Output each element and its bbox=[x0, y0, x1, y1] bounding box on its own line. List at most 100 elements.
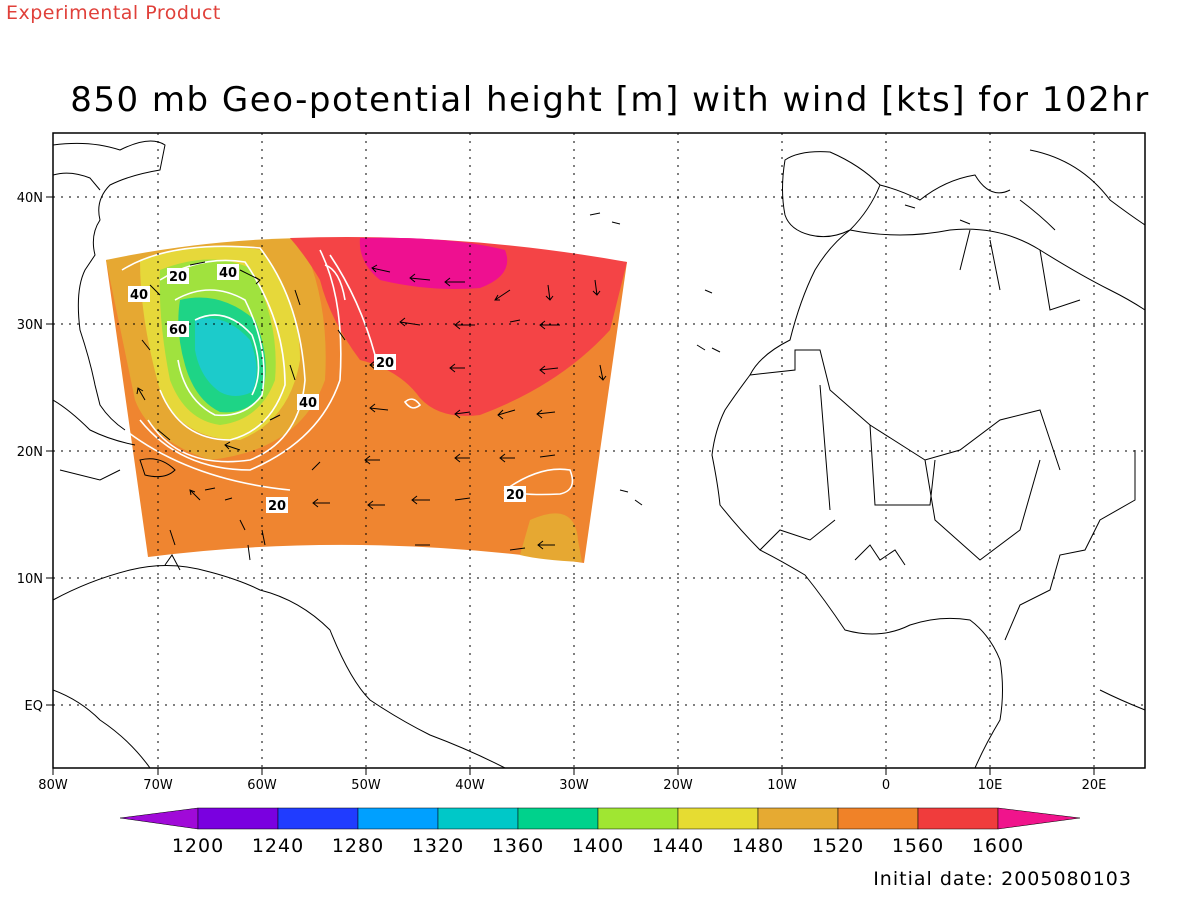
lat-tick-label: EQ bbox=[25, 699, 43, 714]
wind-arrow bbox=[454, 453, 470, 463]
wind-arrow bbox=[536, 409, 556, 419]
wind-arrow bbox=[539, 365, 559, 375]
wind-arrow bbox=[497, 409, 516, 420]
lat-tick-label: 20N bbox=[17, 445, 43, 460]
wind-arrow bbox=[141, 339, 151, 351]
wind-arrow bbox=[411, 495, 430, 505]
graticule bbox=[53, 133, 1145, 768]
experimental-product-label: Experimental Product bbox=[6, 2, 221, 24]
contour-label: 60 bbox=[169, 323, 187, 338]
contour-label: 20 bbox=[506, 488, 524, 503]
contour-label: 20 bbox=[169, 270, 187, 285]
colorbar-label: 1480 bbox=[732, 835, 784, 857]
wind-arrow bbox=[509, 547, 526, 551]
wind-arrow bbox=[371, 264, 391, 273]
colorbar-label: 1280 bbox=[332, 835, 384, 857]
colorbar-segment bbox=[677, 807, 759, 830]
wind-arrow bbox=[369, 403, 389, 413]
colorbar-label: 1200 bbox=[172, 835, 224, 857]
wind-arrow bbox=[537, 540, 555, 550]
wind-arrow bbox=[494, 289, 511, 301]
colorbar-segment bbox=[917, 807, 999, 830]
contour-label: 20 bbox=[376, 356, 394, 371]
colorbar-label: 1400 bbox=[572, 835, 624, 857]
wind-arrow bbox=[454, 497, 471, 501]
contour-label: 40 bbox=[299, 396, 317, 411]
coastlines bbox=[53, 140, 1145, 768]
wind-arrow bbox=[499, 453, 515, 463]
height-region-1600-plus bbox=[359, 237, 508, 289]
colorbar-label: 1360 bbox=[492, 835, 544, 857]
colorbar-segment bbox=[757, 807, 839, 830]
wind-arrow bbox=[367, 500, 385, 510]
wind-arrow bbox=[509, 319, 521, 323]
lon-tick-label: 50W bbox=[351, 778, 381, 793]
height-region-1520-south bbox=[520, 513, 582, 562]
colorbar-label: 1240 bbox=[252, 835, 304, 857]
lon-tick-label: 10W bbox=[767, 778, 797, 793]
wind-arrow bbox=[294, 289, 301, 306]
wind-arrow bbox=[598, 364, 607, 381]
wind-arrow bbox=[289, 364, 296, 381]
colorbar-segment bbox=[197, 807, 279, 830]
wind-arrow bbox=[454, 320, 475, 330]
lat-tick-label: 10N bbox=[17, 572, 43, 587]
colorbar-segment bbox=[837, 807, 919, 830]
wind-arrow bbox=[444, 277, 465, 287]
contour-label: 40 bbox=[130, 288, 148, 303]
lat-tick-label: 30N bbox=[17, 318, 43, 333]
wind-arrow bbox=[269, 414, 281, 421]
lon-tick-label: 40W bbox=[455, 778, 485, 793]
colorbar-high-arrow bbox=[997, 807, 1081, 830]
lon-tick-label: 80W bbox=[38, 778, 68, 793]
wind-arrow bbox=[261, 529, 266, 546]
colorbar-segment bbox=[277, 807, 359, 830]
lon-tick-label: 0 bbox=[882, 778, 890, 793]
tick-marks bbox=[46, 196, 1095, 775]
wind-arrow bbox=[454, 409, 471, 419]
wind-arrow bbox=[337, 329, 346, 341]
colorbar: 1200 1240 1280 1320 1360 1400 1440 1480 … bbox=[119, 807, 1081, 857]
wind-arrow bbox=[189, 489, 201, 501]
lon-tick-label: 30W bbox=[559, 778, 589, 793]
contour-label: 40 bbox=[219, 266, 237, 281]
wind-arrow bbox=[449, 363, 465, 373]
height-region-1600 bbox=[290, 237, 627, 416]
wind-arrow bbox=[312, 498, 330, 508]
lon-tick-label: 70W bbox=[143, 778, 173, 793]
colorbar-segment bbox=[437, 807, 519, 830]
wind-arrow bbox=[539, 320, 560, 330]
wind-arrow bbox=[189, 261, 206, 266]
colorbar-label: 1600 bbox=[972, 835, 1024, 857]
lon-tick-label: 20E bbox=[1082, 778, 1107, 793]
lat-tick-labels: 40N 30N 20N 10N EQ bbox=[17, 191, 43, 714]
wind-arrow bbox=[399, 317, 421, 327]
wind-vectors bbox=[136, 261, 607, 551]
colorbar-label: 1520 bbox=[812, 835, 864, 857]
wind-arrow bbox=[239, 269, 261, 285]
wind-arrow bbox=[169, 529, 176, 546]
map-plot-area bbox=[53, 140, 1145, 768]
lon-tick-label: 60W bbox=[247, 778, 277, 793]
colorbar-segment bbox=[597, 807, 679, 830]
colorbar-segment bbox=[517, 807, 599, 830]
wind-arrow bbox=[364, 455, 380, 465]
wind-arrow bbox=[136, 387, 146, 401]
lon-tick-labels: 80W 70W 60W 50W 40W 30W 20W 10W 0 10E 20… bbox=[38, 778, 1106, 793]
wind-arrow bbox=[157, 429, 171, 441]
wind-arrow bbox=[409, 273, 431, 283]
height-region-1360 bbox=[195, 318, 257, 396]
contour-labels: 20 40 40 60 20 40 20 20 bbox=[128, 264, 526, 514]
colorbar-label: 1440 bbox=[652, 835, 704, 857]
wind-arrow bbox=[539, 454, 556, 458]
wind-arrow bbox=[224, 441, 241, 451]
lon-tick-label: 10E bbox=[978, 778, 1003, 793]
wind-arrow bbox=[592, 279, 601, 296]
colorbar-low-arrow bbox=[119, 807, 199, 830]
contour-label: 20 bbox=[268, 499, 286, 514]
lat-tick-label: 40N bbox=[17, 191, 43, 206]
map-title: 850 mb Geo-potential height [m] with win… bbox=[70, 80, 1150, 120]
wind-arrow bbox=[311, 461, 321, 471]
wind-arrow bbox=[149, 284, 161, 296]
